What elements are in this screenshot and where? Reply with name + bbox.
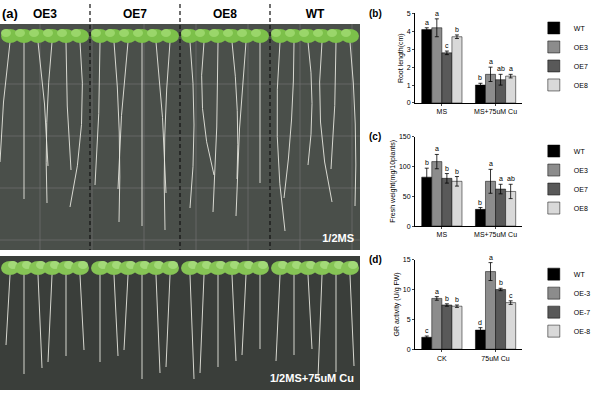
svg-text:b: b [455, 296, 459, 303]
svg-text:ab: ab [497, 65, 505, 72]
svg-text:(c): (c) [369, 131, 381, 142]
svg-text:b: b [455, 168, 459, 175]
svg-text:a: a [435, 288, 439, 295]
svg-text:a: a [435, 10, 439, 17]
svg-text:b: b [455, 26, 459, 33]
svg-text:c: c [445, 42, 449, 49]
svg-text:a: a [499, 175, 503, 182]
svg-text:4: 4 [407, 28, 411, 35]
svg-text:(b): (b) [369, 8, 382, 19]
svg-text:3: 3 [407, 46, 411, 53]
svg-text:CK: CK [437, 355, 447, 362]
svg-text:50: 50 [403, 193, 411, 200]
svg-text:WT: WT [574, 25, 586, 32]
svg-text:b: b [499, 279, 503, 286]
svg-text:1/2MS: 1/2MS [322, 232, 354, 244]
svg-text:a: a [489, 58, 493, 65]
svg-text:GR activity (U/g FW): GR activity (U/g FW) [393, 272, 401, 336]
svg-text:OE3: OE3 [33, 7, 57, 21]
svg-text:1: 1 [407, 82, 411, 89]
svg-text:OE3: OE3 [574, 44, 588, 51]
svg-text:b: b [445, 295, 449, 302]
svg-text:OE7: OE7 [574, 186, 588, 193]
svg-text:b: b [478, 74, 482, 81]
svg-text:WT: WT [574, 271, 586, 278]
svg-text:WT: WT [306, 7, 325, 21]
svg-text:Root length(cm): Root length(cm) [397, 33, 405, 83]
svg-text:b: b [445, 165, 449, 172]
svg-text:a: a [509, 65, 513, 72]
svg-text:c: c [509, 292, 513, 299]
svg-text:(d): (d) [369, 254, 382, 265]
svg-text:OE8: OE8 [574, 205, 588, 212]
svg-text:MS: MS [437, 108, 448, 115]
svg-text:75uM Cu: 75uM Cu [481, 355, 510, 362]
svg-text:1/2MS+75uM Cu: 1/2MS+75uM Cu [270, 372, 354, 384]
svg-text:100: 100 [399, 163, 411, 170]
svg-text:15: 15 [403, 256, 411, 263]
svg-text:OE-8: OE-8 [574, 328, 590, 335]
svg-text:b: b [478, 199, 482, 206]
svg-text:0: 0 [407, 346, 411, 353]
svg-text:MS+75uM Cu: MS+75uM Cu [474, 108, 517, 115]
svg-text:OE3: OE3 [574, 167, 588, 174]
svg-text:ab: ab [507, 175, 515, 182]
svg-text:5: 5 [407, 316, 411, 323]
svg-text:b: b [425, 159, 429, 166]
svg-text:a: a [489, 160, 493, 167]
svg-text:0: 0 [407, 223, 411, 230]
svg-text:MS: MS [437, 231, 448, 238]
svg-text:OE8: OE8 [213, 7, 237, 21]
svg-text:0: 0 [407, 99, 411, 106]
svg-text:Fresh weight(mg/10plants): Fresh weight(mg/10plants) [389, 140, 397, 223]
svg-text:a: a [435, 145, 439, 152]
svg-text:OE8: OE8 [574, 82, 588, 89]
svg-text:OE-7: OE-7 [574, 309, 590, 316]
svg-text:(a): (a) [2, 6, 18, 21]
svg-text:OE7: OE7 [123, 7, 147, 21]
svg-text:OE7: OE7 [574, 63, 588, 70]
svg-text:a: a [489, 254, 493, 261]
svg-text:d: d [478, 319, 482, 326]
svg-text:MS+75uM Cu: MS+75uM Cu [474, 231, 517, 238]
svg-text:c: c [425, 327, 429, 334]
svg-text:a: a [425, 19, 429, 26]
svg-text:5: 5 [407, 10, 411, 17]
svg-text:2: 2 [407, 64, 411, 71]
svg-text:10: 10 [403, 286, 411, 293]
svg-text:WT: WT [574, 148, 586, 155]
svg-text:150: 150 [399, 133, 411, 140]
svg-text:OE-3: OE-3 [574, 290, 590, 297]
